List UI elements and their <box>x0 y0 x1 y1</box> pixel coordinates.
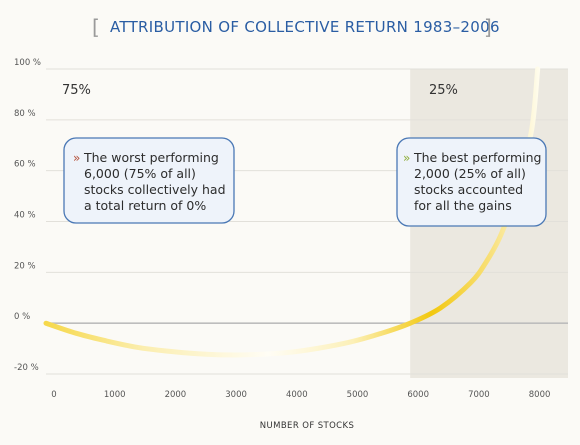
x-axis-ticks: 0 1000 2000 3000 4000 5000 6000 7000 8000 <box>51 390 550 400</box>
annotation-box-best: » The best performing 2,000 (25% of all)… <box>396 137 547 227</box>
annotation-box-worst-frame <box>63 137 235 224</box>
chart-title: ATTRIBUTION OF COLLECTIVE RETURN 1983–20… <box>110 18 500 36</box>
annotation-line: 6,000 (75% of all) <box>84 166 196 181</box>
y-tick-label: 100 % <box>14 58 41 68</box>
annotation-line: The worst performing <box>83 150 219 165</box>
region-label-left: 75% <box>62 83 91 98</box>
y-axis-ticks: 100 % 80 % 60 % 40 % 20 % 0 % -20 % <box>14 58 41 373</box>
x-tick-label: 3000 <box>225 390 247 400</box>
x-tick-label: 5000 <box>347 390 369 400</box>
title-bracket-right: ] <box>484 15 492 39</box>
annotation-line: for all the gains <box>414 198 512 213</box>
x-tick-label: 1000 <box>104 390 126 400</box>
annotation-bullet-best: » <box>403 151 410 165</box>
x-tick-label: 2000 <box>165 390 187 400</box>
y-tick-label: -20 % <box>14 363 39 373</box>
series-line <box>43 66 541 358</box>
annotation-line: a total return of 0% <box>84 198 206 213</box>
y-tick-label: 80 % <box>14 109 36 119</box>
x-tick-label: 6000 <box>407 390 429 400</box>
x-tick-label: 8000 <box>529 390 551 400</box>
annotation-line: stocks collectively had <box>84 182 226 197</box>
y-tick-label: 20 % <box>14 261 36 271</box>
y-tick-label: 60 % <box>14 160 36 170</box>
annotation-bullet-worst: » <box>73 151 80 165</box>
x-tick-label: 7000 <box>468 390 490 400</box>
annotation-box-best-frame <box>396 137 547 227</box>
x-tick-label: 4000 <box>286 390 308 400</box>
title-bracket-left: [ <box>92 15 100 39</box>
y-tick-label: 40 % <box>14 211 36 221</box>
x-tick-label: 0 <box>51 390 56 400</box>
region-label-right: 25% <box>429 83 458 98</box>
annotation-box-worst: » The worst performing 6,000 (75% of all… <box>63 137 235 224</box>
annotation-line: 2,000 (25% of all) <box>414 166 526 181</box>
annotation-line: The best performing <box>413 150 541 165</box>
y-tick-label: 0 % <box>14 312 30 322</box>
x-axis-label: NUMBER OF STOCKS <box>260 421 355 431</box>
annotation-line: stocks accounted <box>414 182 523 197</box>
